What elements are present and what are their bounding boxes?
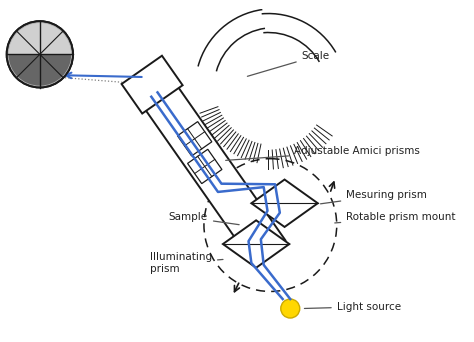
Polygon shape xyxy=(188,149,222,184)
Polygon shape xyxy=(121,56,182,114)
Text: Adjustable Amici prisms: Adjustable Amici prisms xyxy=(226,146,420,160)
Text: Light source: Light source xyxy=(304,302,401,312)
Polygon shape xyxy=(223,220,289,268)
Circle shape xyxy=(281,299,300,318)
Text: Rotable prism mount: Rotable prism mount xyxy=(335,212,456,223)
Text: Scale: Scale xyxy=(247,51,330,76)
Circle shape xyxy=(7,21,73,88)
Text: Sample: Sample xyxy=(169,212,239,225)
Wedge shape xyxy=(9,54,71,86)
Polygon shape xyxy=(223,244,289,268)
Text: Illuminating
prism: Illuminating prism xyxy=(150,252,223,274)
Wedge shape xyxy=(9,23,71,54)
Text: Mesuring prism: Mesuring prism xyxy=(320,190,427,204)
Polygon shape xyxy=(177,122,212,156)
Polygon shape xyxy=(136,73,285,263)
Polygon shape xyxy=(251,180,318,227)
